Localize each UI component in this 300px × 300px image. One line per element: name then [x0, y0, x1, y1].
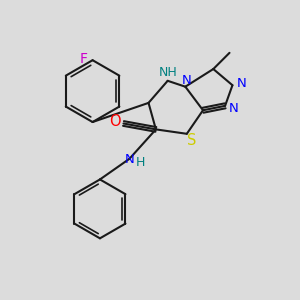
Text: H: H — [136, 156, 145, 169]
Text: S: S — [187, 133, 196, 148]
Text: O: O — [110, 114, 121, 129]
Text: F: F — [79, 52, 87, 66]
Text: N: N — [236, 77, 246, 90]
Text: N: N — [229, 102, 239, 115]
Text: N: N — [125, 153, 135, 166]
Text: NH: NH — [159, 66, 178, 80]
Text: N: N — [182, 74, 192, 87]
